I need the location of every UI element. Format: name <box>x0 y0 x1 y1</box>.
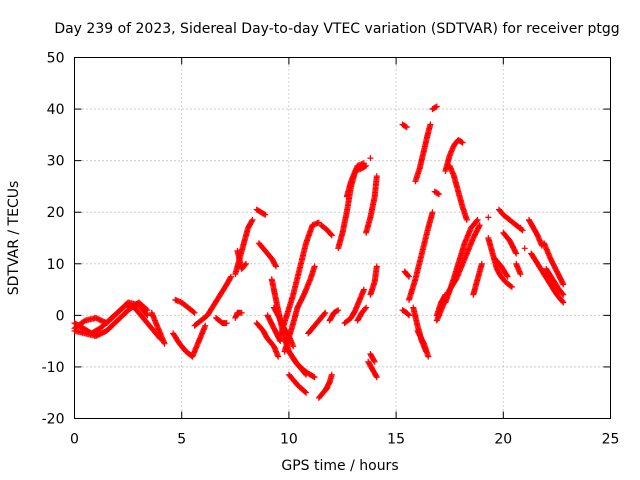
y-tick-label: -20 <box>42 412 65 428</box>
data-point <box>504 273 511 280</box>
data-point <box>474 216 481 223</box>
data-point <box>327 231 334 238</box>
data-point <box>476 222 483 229</box>
data-point <box>478 260 485 267</box>
data-point <box>434 190 441 197</box>
data-point <box>335 307 342 314</box>
data-point <box>405 272 412 279</box>
y-tick-label: 50 <box>47 51 65 67</box>
data-point <box>512 249 519 256</box>
data-point <box>223 320 230 327</box>
data-point <box>311 263 318 270</box>
y-tick-labels: -20 -10 0 10 20 30 40 50 <box>42 51 65 428</box>
x-tick-label: 15 <box>387 432 405 448</box>
data-point <box>303 389 310 396</box>
data-point <box>144 312 151 319</box>
data-point <box>560 281 567 288</box>
data-point <box>322 309 329 316</box>
data-point <box>261 211 268 218</box>
data-point <box>328 232 335 239</box>
data-point <box>559 298 566 305</box>
data-point <box>238 309 245 316</box>
data-point <box>373 173 380 180</box>
data-point <box>433 103 440 110</box>
data-point <box>249 216 256 223</box>
data-point <box>202 322 209 329</box>
data-point <box>311 374 318 381</box>
data-point <box>507 283 514 290</box>
data-point <box>560 291 567 298</box>
grid <box>74 57 611 419</box>
data-point <box>324 384 331 391</box>
data-point <box>459 139 466 146</box>
data-point <box>290 343 297 350</box>
y-tick-label: -10 <box>42 360 65 376</box>
data-point <box>458 138 465 145</box>
data-point <box>463 216 470 223</box>
x-axis-label: GPS time / hours <box>281 458 398 474</box>
data-point <box>517 271 524 278</box>
data-point <box>508 284 515 290</box>
data-point <box>373 263 380 270</box>
data-point <box>371 358 378 365</box>
chart-title: Day 239 of 2023, Sidereal Day-to-day VTE… <box>54 21 619 37</box>
x-tick-label: 20 <box>494 432 512 448</box>
y-tick-label: 30 <box>47 154 65 170</box>
data-point <box>161 340 168 347</box>
data-point <box>362 305 369 312</box>
y-tick-label: 0 <box>56 308 65 324</box>
plot-frame <box>74 57 611 419</box>
x-tick-label: 0 <box>70 432 79 448</box>
data-point <box>473 217 480 224</box>
data-point <box>560 299 567 306</box>
data-point <box>277 338 284 345</box>
data-point <box>406 273 412 280</box>
data-point <box>273 263 279 270</box>
data-point <box>323 385 330 392</box>
data-point <box>242 261 249 268</box>
x-tick-labels: 0 5 10 15 20 25 <box>70 432 619 448</box>
data-point <box>275 353 282 360</box>
data-point <box>367 155 374 162</box>
axis-ticks <box>74 57 611 419</box>
data-point <box>436 191 442 198</box>
data-point <box>360 286 367 293</box>
x-tick-label: 5 <box>177 432 186 448</box>
y-axis-label: SDTVAR / TECUs <box>6 181 22 296</box>
data-point <box>513 250 520 257</box>
data-point <box>190 308 197 315</box>
data-point <box>427 121 434 128</box>
data-point <box>559 290 566 297</box>
y-tick-label: 10 <box>47 257 65 273</box>
data-point <box>406 312 412 319</box>
data-point <box>262 211 269 218</box>
data-point <box>321 310 328 317</box>
y-tick-label: 20 <box>47 205 65 221</box>
data-point <box>485 214 492 221</box>
x-tick-label: 25 <box>602 432 620 448</box>
y-tick-label: 40 <box>47 102 65 118</box>
data-point <box>144 307 151 314</box>
data-point <box>517 224 524 231</box>
data-point <box>503 272 510 279</box>
data-point <box>429 209 436 216</box>
data-point <box>373 374 380 381</box>
x-tick-label: 10 <box>280 432 298 448</box>
data-point <box>363 304 370 311</box>
data-point <box>425 353 432 360</box>
data-point <box>228 273 234 280</box>
data-points <box>71 103 567 401</box>
data-point <box>302 388 309 395</box>
data-point <box>328 371 335 378</box>
data-point <box>405 311 412 318</box>
data-point <box>243 260 249 267</box>
data-point <box>371 357 377 364</box>
data-point <box>248 218 255 225</box>
data-point <box>191 309 198 316</box>
data-point <box>403 124 410 131</box>
data-point <box>521 245 528 252</box>
data-point <box>360 160 367 167</box>
data-point <box>143 306 150 313</box>
